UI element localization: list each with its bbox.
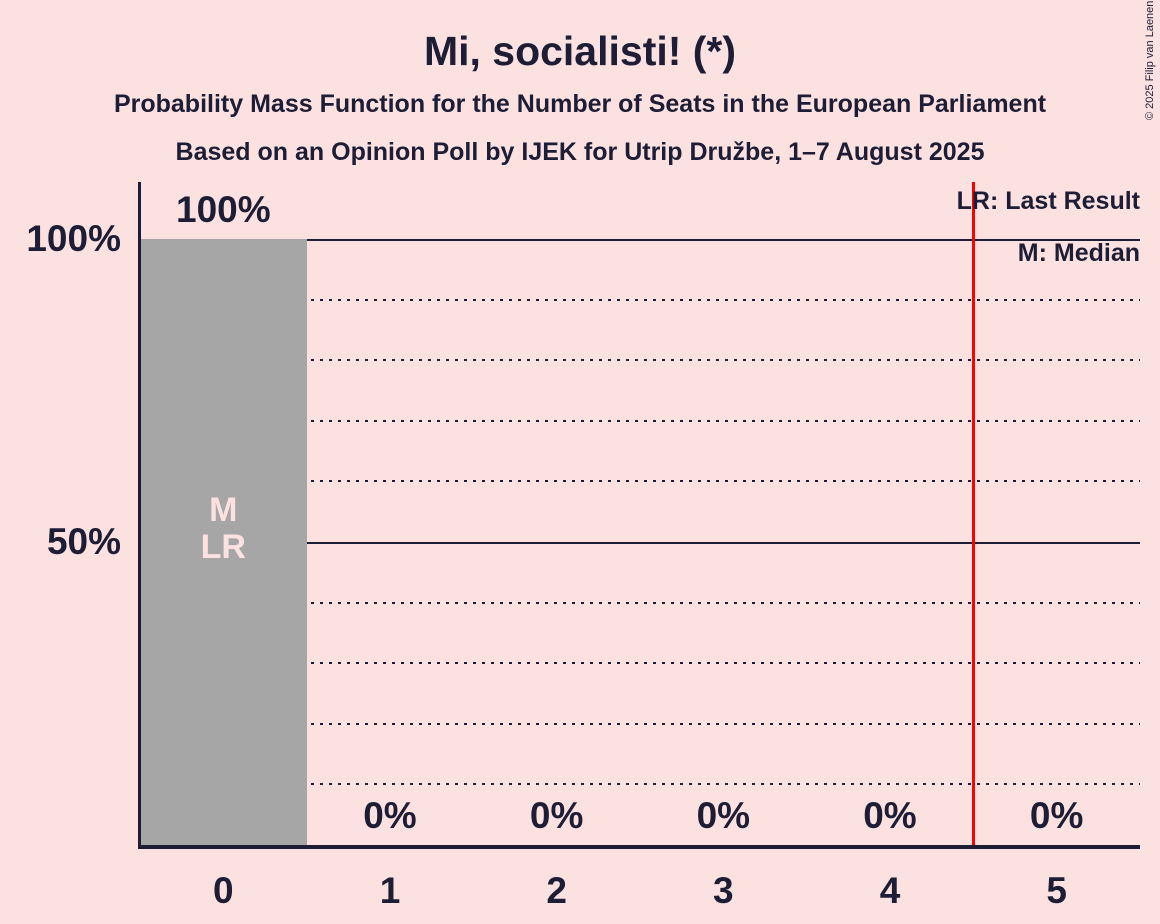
gridline-solid-100 — [140, 239, 1140, 241]
copyright-text: © 2025 Filip van Laenen — [1144, 0, 1156, 120]
annotation-line-m: M — [209, 491, 238, 529]
gridline-dotted-10 — [140, 783, 1140, 786]
legend-last-result: LR: Last Result — [956, 187, 1140, 215]
bar-value-label-2: 0% — [529, 795, 584, 836]
gridline-dotted-30 — [140, 662, 1140, 665]
gridline-dotted-80 — [140, 359, 1140, 362]
bar-value-label-3: 0% — [696, 795, 751, 836]
chart-subtitle: Probability Mass Function for the Number… — [113, 90, 1047, 118]
median-lastresult-annotation: M LR — [140, 492, 307, 566]
gridline-dotted-40 — [140, 601, 1140, 604]
x-tick-label-1: 1 — [379, 870, 401, 911]
y-axis-line — [138, 182, 141, 847]
bar-value-label-4: 0% — [863, 795, 917, 836]
threshold-line — [971, 182, 975, 845]
x-tick-label-4: 4 — [879, 870, 901, 911]
gridline-dotted-70 — [140, 419, 1140, 422]
y-tick-label-50: 50% — [46, 521, 121, 562]
legend-median: M: Median — [1017, 239, 1140, 267]
chart-subtitle-source: Based on an Opinion Poll by IJEK for Utr… — [175, 138, 985, 166]
y-tick-label-100: 100% — [26, 218, 121, 259]
bar-value-label-1: 0% — [363, 795, 417, 836]
gridline-dotted-90 — [140, 298, 1140, 301]
gridline-dotted-60 — [140, 480, 1140, 483]
x-tick-label-0: 0 — [213, 870, 234, 911]
bar-value-label-5: 0% — [1029, 795, 1084, 836]
annotation-line-lr: LR — [200, 528, 246, 566]
x-tick-label-3: 3 — [713, 870, 734, 911]
x-tick-label-2: 2 — [546, 870, 567, 911]
gridline-solid-50 — [140, 542, 1140, 544]
bar-seat-0 — [141, 239, 307, 845]
chart-title: Mi, socialisti! (*) — [423, 28, 737, 74]
x-axis-line — [138, 845, 1140, 849]
gridline-dotted-20 — [140, 722, 1140, 725]
x-tick-label-5: 5 — [1046, 870, 1067, 911]
bar-value-label-0: 100% — [176, 189, 271, 230]
